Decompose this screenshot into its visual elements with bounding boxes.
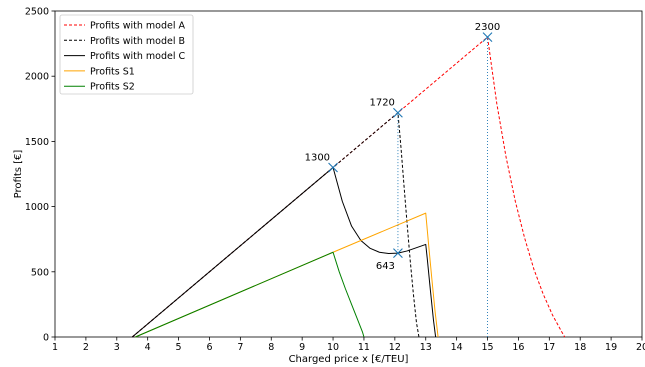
legend-label: Profits S2	[90, 82, 135, 93]
series-line-2	[131, 112, 420, 338]
marker-value-label: 1720	[369, 98, 394, 109]
x-marker-stroke	[482, 32, 493, 42]
x-tick-label: 20	[636, 342, 645, 353]
x-axis-label: Charged price x [€/TEU]	[289, 354, 409, 365]
legend-label: Profits with model B	[90, 36, 185, 47]
x-tick-label: 2	[83, 342, 89, 353]
y-tick-label: 1000	[25, 202, 49, 213]
x-tick-label: 3	[114, 342, 120, 353]
x-tick-label: 8	[268, 342, 274, 353]
x-tick-label: 19	[605, 342, 617, 353]
series-layer	[131, 36, 566, 338]
y-tick-label: 0	[43, 333, 49, 344]
y-axis-label: Profits [€]	[13, 150, 24, 199]
legend-label: Profits with model A	[90, 21, 186, 32]
x-tick-label: 16	[512, 342, 524, 353]
x-tick-label: 1	[52, 342, 58, 353]
x-marker	[393, 107, 403, 118]
x-tick-label: 18	[574, 342, 586, 353]
y-tick-label: 500	[31, 267, 49, 278]
legend-entries: Profits with model A Profits with model B…	[64, 21, 186, 93]
legend: Profits with model A Profits with model B…	[59, 14, 194, 95]
series-line-1	[131, 36, 566, 338]
x-tick-label: 7	[237, 342, 243, 353]
x-tick-label: 15	[481, 342, 493, 353]
x-tick-label: 10	[327, 342, 339, 353]
vertical-lines-layer	[397, 37, 488, 337]
x-marker-stroke	[393, 248, 403, 259]
y-tick-label: 1500	[25, 137, 49, 148]
marker-value-label: 2300	[475, 22, 500, 33]
x-marker-stroke	[393, 107, 403, 118]
x-tick-label: 17	[543, 342, 555, 353]
legend-box	[59, 14, 194, 95]
x-tick-label: 5	[176, 342, 182, 353]
marker-value-label: 643	[376, 261, 395, 272]
x-tick-label: 4	[145, 342, 151, 353]
series-line-3	[131, 166, 437, 338]
x-tick-label: 14	[451, 342, 463, 353]
series-line-5	[135, 251, 365, 338]
series-line-4	[135, 212, 439, 338]
x-tick-label: 12	[389, 342, 401, 353]
x-marker	[393, 248, 403, 259]
plot-frame	[54, 10, 643, 338]
markers-layer: 2300 1720 1300 643	[305, 22, 501, 272]
x-marker-stroke	[328, 162, 338, 173]
x-tick-label: 11	[358, 342, 370, 353]
legend-label: Profits S1	[90, 66, 135, 77]
x-marker	[328, 162, 338, 173]
legend-label: Profits with model C	[90, 51, 186, 62]
x-tick-label: 9	[299, 342, 305, 353]
x-marker	[482, 32, 493, 42]
x-tick-label: 13	[420, 342, 432, 353]
marker-value-label: 1300	[305, 152, 330, 163]
y-tick-label: 2500	[25, 7, 49, 18]
x-tick-label: 6	[206, 342, 212, 353]
y-tick-label: 2000	[25, 72, 49, 83]
y-ticks-layer: 0 500 1000 1500 2000 2500	[25, 7, 55, 344]
